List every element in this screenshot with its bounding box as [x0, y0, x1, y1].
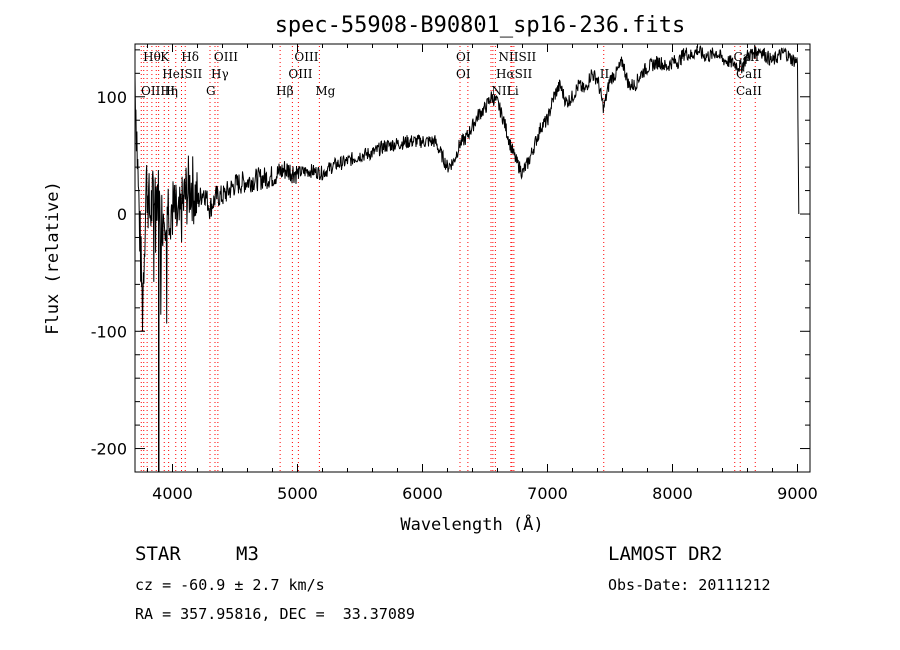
x-tick-label: 9000: [777, 484, 818, 503]
spectral-line-label: OIII: [214, 50, 238, 64]
spectral-line-label: Hδ: [181, 50, 199, 64]
spectral-line-label: Hγ: [211, 67, 229, 81]
x-tick-label: 7000: [527, 484, 568, 503]
spectral-line-label: CaII: [736, 67, 762, 81]
spectral-line-labels: Hθ K Hδ OIII OIII OI NIISII CaII HeISII Hγ OIII OI H…: [141, 50, 762, 98]
x-axis: 4000 5000 6000 7000 8000 9000: [147, 44, 818, 503]
y-tick-label: -100: [91, 322, 127, 341]
y-tick-label: 0: [117, 205, 127, 224]
spectral-line-label: NIISII: [499, 50, 537, 64]
spectral-line-label: HαSII: [496, 67, 533, 81]
y-axis-label: Flux (relative): [43, 181, 63, 335]
y-axis: -200 -100 0 100: [91, 49, 810, 459]
spectral-line-label: OIII: [288, 67, 312, 81]
spectral-line-label: H: [165, 84, 175, 98]
spectral-line-label: OIIHη: [141, 84, 178, 98]
redshift-line: cz = -60.9 ± 2.7 km/s: [135, 576, 325, 594]
spectral-line-label: OI: [456, 67, 471, 81]
spectral-line-label: Mg: [315, 84, 335, 98]
plot-frame: [134, 43, 811, 473]
spectral-line-label: NII: [491, 84, 511, 98]
x-tick-label: 6000: [402, 484, 443, 503]
survey-name: LAMOST DR2: [608, 543, 723, 565]
x-tick-label: 4000: [152, 484, 193, 503]
spectral-line-label: II: [600, 67, 610, 81]
spectral-line-label: K: [160, 50, 170, 64]
obs-date-line: Obs-Date: 20111212: [608, 576, 771, 594]
spectral-line-label: HeISII: [162, 67, 202, 81]
spectral-line-label: CaII: [736, 84, 762, 98]
spectral-line-label: OIII: [294, 50, 318, 64]
spectral-line-label: Hβ: [276, 84, 293, 98]
spectral-line-label: OI: [456, 50, 471, 64]
chart-title: spec-55908-B90801_sp16-236.fits: [275, 13, 686, 38]
object-subclass: M3: [236, 543, 259, 565]
x-tick-label: 8000: [652, 484, 693, 503]
spectral-line-label: Hθ: [143, 50, 161, 64]
spectral-line-label: CaII: [734, 50, 760, 64]
feature-lines: [134, 46, 756, 471]
spectral-line-label: G: [206, 84, 216, 98]
spectrum-line: [134, 44, 800, 332]
x-axis-label: Wavelength (Å): [400, 513, 543, 535]
y-tick-label: 100: [96, 88, 127, 107]
coords-line: RA = 357.95816, DEC = 33.37089: [135, 605, 415, 623]
spectrum-series: [134, 44, 800, 472]
spectral-line-label: Li: [507, 84, 519, 98]
x-tick-label: 5000: [277, 484, 318, 503]
object-class: STAR: [135, 543, 181, 565]
y-tick-label: -200: [91, 440, 127, 459]
